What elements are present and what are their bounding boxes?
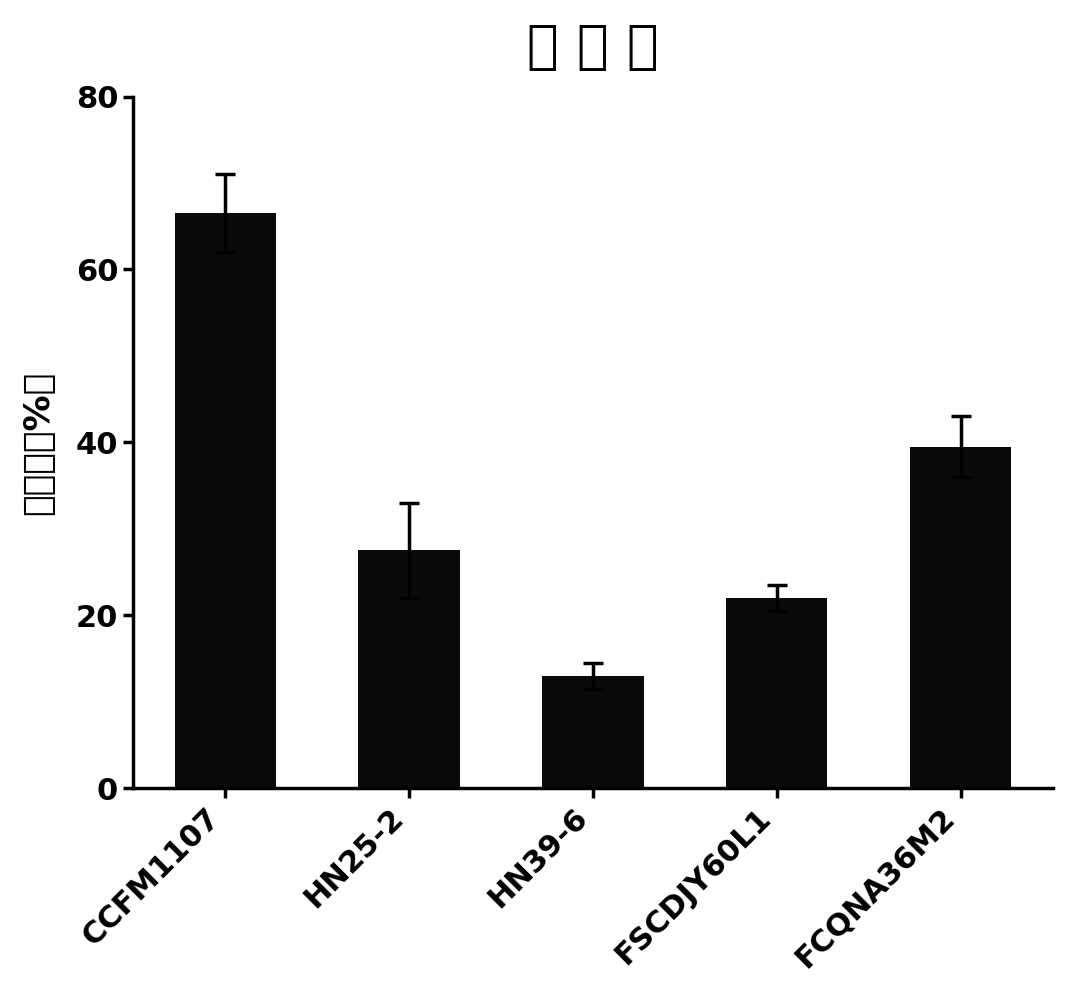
Bar — [542, 676, 643, 788]
Title: 吸 附 率: 吸 附 率 — [527, 21, 658, 73]
Bar — [910, 446, 1012, 788]
Bar — [726, 598, 827, 788]
Bar — [359, 551, 460, 788]
Bar — [175, 214, 276, 788]
Y-axis label: 吸附率（%）: 吸附率（%） — [20, 371, 55, 515]
